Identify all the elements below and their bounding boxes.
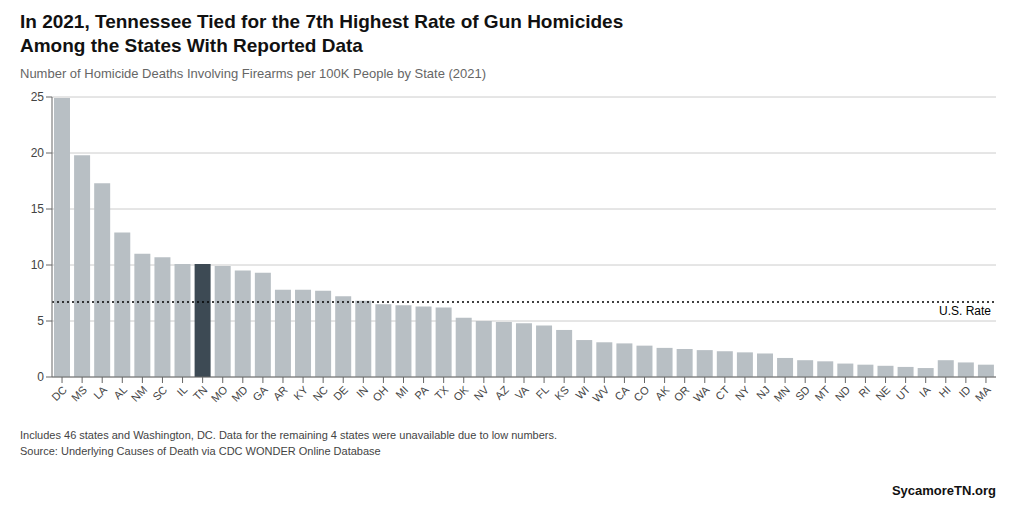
svg-text:10: 10 <box>31 258 45 272</box>
svg-text:SD: SD <box>793 383 812 402</box>
svg-text:U.S. Rate: U.S. Rate <box>939 304 991 318</box>
svg-text:MS: MS <box>69 383 89 403</box>
svg-text:TN: TN <box>191 383 210 402</box>
svg-text:AR: AR <box>271 383 290 402</box>
svg-text:MA: MA <box>973 383 994 404</box>
svg-text:NJ: NJ <box>754 383 772 401</box>
svg-text:WV: WV <box>590 383 611 404</box>
svg-text:KY: KY <box>291 383 310 402</box>
svg-text:TX: TX <box>432 383 451 402</box>
svg-text:ND: ND <box>833 383 853 403</box>
svg-text:NV: NV <box>471 383 491 403</box>
svg-text:MO: MO <box>209 383 230 404</box>
svg-text:5: 5 <box>37 314 44 328</box>
svg-text:NM: NM <box>129 383 150 404</box>
svg-text:HI: HI <box>936 383 952 399</box>
svg-text:NC: NC <box>310 383 330 403</box>
svg-text:IL: IL <box>175 383 190 398</box>
svg-text:DE: DE <box>331 383 350 402</box>
svg-text:SC: SC <box>150 383 169 402</box>
svg-text:DC: DC <box>49 383 69 403</box>
svg-text:CO: CO <box>631 383 651 403</box>
html-text:Source: Underlying Causes of D: Source: Underlying Causes of Death via C… <box>20 445 381 457</box>
html-text:SycamoreTN.org: SycamoreTN.org <box>892 483 996 498</box>
svg-text:LA: LA <box>91 383 109 401</box>
svg-text:25: 25 <box>31 90 45 104</box>
svg-text:IN: IN <box>354 383 370 399</box>
svg-text:RI: RI <box>856 383 872 399</box>
svg-text:AK: AK <box>653 383 672 402</box>
svg-text:AL: AL <box>111 383 129 401</box>
svg-text:CT: CT <box>713 383 732 402</box>
svg-text:NY: NY <box>733 383 753 403</box>
html-text:Includes 46 states and Washing: Includes 46 states and Washington, DC. D… <box>20 429 558 441</box>
svg-text:0: 0 <box>37 370 44 384</box>
svg-text:NE: NE <box>873 383 892 402</box>
html-text:In 2021, Tennessee Tied for th: In 2021, Tennessee Tied for the 7th High… <box>20 11 624 56</box>
svg-text:GA: GA <box>250 383 270 403</box>
svg-text:FL: FL <box>533 383 551 401</box>
svg-text:OK: OK <box>451 383 471 403</box>
svg-text:MI: MI <box>393 383 410 400</box>
svg-text:AZ: AZ <box>492 383 511 402</box>
svg-text:WI: WI <box>573 383 591 401</box>
svg-text:ID: ID <box>957 383 973 399</box>
svg-text:UT: UT <box>894 383 913 402</box>
svg-text:20: 20 <box>31 146 45 160</box>
svg-text:15: 15 <box>31 202 45 216</box>
svg-text:WA: WA <box>691 383 712 404</box>
svg-text:IA: IA <box>917 383 933 399</box>
html-text:Number of Homicide Deaths Invo: Number of Homicide Deaths Involving Fire… <box>20 66 487 81</box>
svg-text:MT: MT <box>812 383 832 403</box>
svg-text:MN: MN <box>771 383 792 404</box>
svg-text:VA: VA <box>513 383 532 402</box>
svg-text:KS: KS <box>552 383 571 402</box>
svg-text:OR: OR <box>671 383 691 403</box>
svg-text:OH: OH <box>370 383 390 403</box>
svg-text:CA: CA <box>612 383 632 403</box>
svg-text:MD: MD <box>229 383 250 404</box>
svg-text:PA: PA <box>412 383 431 402</box>
